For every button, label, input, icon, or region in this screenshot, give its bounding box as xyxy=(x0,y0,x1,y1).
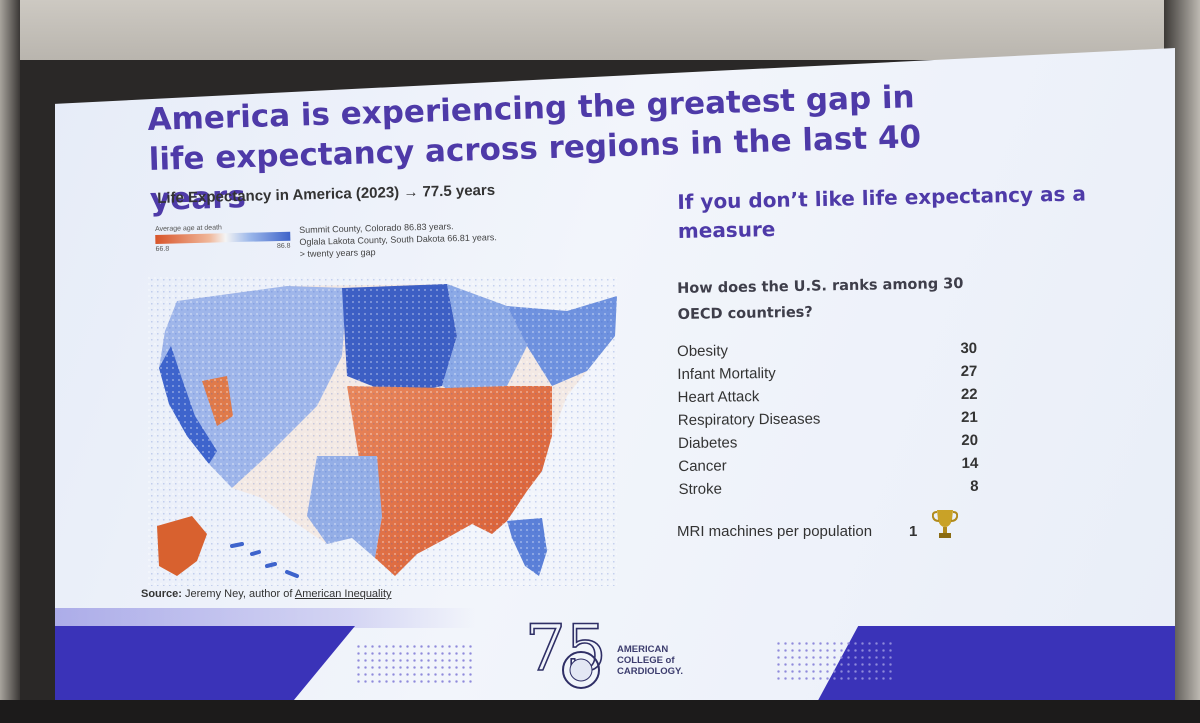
legend-color-bar xyxy=(155,231,291,244)
mri-row: MRI machines per population 1 xyxy=(677,510,997,543)
projected-slide: America is experiencing the greatest gap… xyxy=(55,48,1175,705)
rank-value: 22 xyxy=(960,385,978,404)
map-legend: Average age at death 66.8 86.8 xyxy=(155,223,291,253)
rank-row: Heart Attack 22 xyxy=(677,383,978,409)
wall-background xyxy=(0,0,1200,60)
rank-row: Cancer 14 xyxy=(678,452,978,478)
wall-left xyxy=(0,0,20,723)
rank-label: Diabetes xyxy=(677,434,738,452)
logo-line: CARDIOLOGY. xyxy=(617,666,683,677)
logo-line: AMERICAN xyxy=(617,644,669,655)
footer-dots-left xyxy=(355,643,475,683)
mri-label: MRI machines per population xyxy=(677,523,873,540)
logo-line: COLLEGE of xyxy=(617,655,675,666)
legend-min: 66.8 xyxy=(155,245,170,253)
footer-band-left xyxy=(55,626,355,705)
footer-fade-band xyxy=(55,608,475,628)
footer-dots-right xyxy=(775,640,895,680)
source-text: Jeremy Ney, author of xyxy=(185,588,293,600)
map-texture xyxy=(147,276,617,586)
gap-notes: Summit County, Colorado 86.83 years. Ogl… xyxy=(299,218,550,260)
rank-value: 30 xyxy=(960,339,978,358)
source-credit: Source: Jeremy Ney, author of American I… xyxy=(141,588,392,600)
projector-bottom-edge xyxy=(0,700,1200,723)
mri-rank: 1 xyxy=(909,523,918,540)
rank-value: 27 xyxy=(960,362,978,381)
rank-value: 14 xyxy=(961,454,979,473)
rank-value: 21 xyxy=(961,408,978,427)
rank-label: Infant Mortality xyxy=(677,364,776,383)
rankings-list: Obesity 30 Infant Mortality 27 Heart Att… xyxy=(677,337,979,501)
rank-row: Infant Mortality 27 xyxy=(677,360,977,386)
legend-max: 86.8 xyxy=(276,242,291,251)
rank-value: 8 xyxy=(970,477,979,495)
logo-number: 75 xyxy=(525,612,606,686)
rank-label: Cancer xyxy=(678,457,727,475)
rank-label: Obesity xyxy=(677,342,729,360)
us-county-map xyxy=(147,276,617,586)
trophy-icon xyxy=(932,510,958,538)
rank-row: Diabetes 20 xyxy=(678,429,978,455)
rank-row: Stroke 8 xyxy=(678,475,978,501)
rank-row: Respiratory Diseases 21 xyxy=(678,406,978,432)
logo-text: AMERICAN COLLEGE of CARDIOLOGY. xyxy=(617,644,683,677)
rank-label: Stroke xyxy=(678,480,723,498)
rank-value: 20 xyxy=(961,431,979,450)
source-label: Source: xyxy=(141,588,182,600)
rankings-question: How does the U.S. ranks among 30 OECD co… xyxy=(677,276,964,323)
rank-label: Respiratory Diseases xyxy=(677,410,821,429)
acc-75-logo: 75 xyxy=(524,612,607,689)
rank-row: Obesity 30 xyxy=(677,337,977,363)
hawaii xyxy=(230,542,299,578)
rank-label: Heart Attack xyxy=(677,388,760,406)
alaska xyxy=(157,516,207,576)
source-book-link[interactable]: American Inequality xyxy=(294,588,392,600)
rankings-heading: If you don’t like life expectancy as a m… xyxy=(677,181,1087,243)
